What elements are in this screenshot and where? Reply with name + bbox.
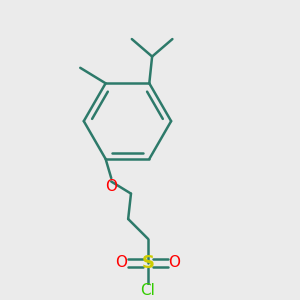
Text: S: S (141, 254, 154, 272)
Text: O: O (105, 178, 117, 194)
Text: O: O (168, 255, 180, 270)
Text: O: O (116, 255, 128, 270)
Text: Cl: Cl (140, 284, 155, 298)
